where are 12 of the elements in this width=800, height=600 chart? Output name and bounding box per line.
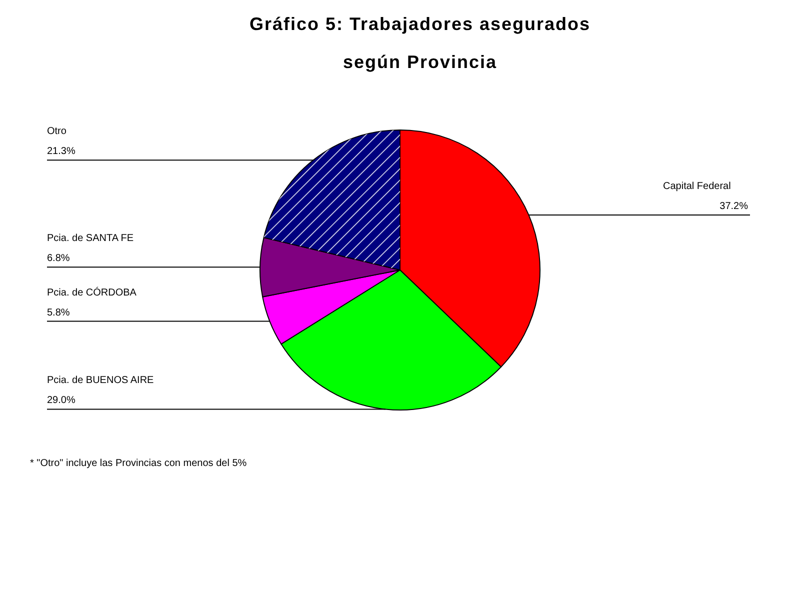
text: * "Otro" incluye las Provincias con menos del 5% xyxy=(30,458,247,469)
slice-label: Pcia. de CÓRDOBA xyxy=(47,286,137,298)
data-label: 37.2% xyxy=(720,201,748,212)
slice-label: Otro xyxy=(47,126,67,138)
data-label: 5.8% xyxy=(47,307,70,318)
slice-label: Capital Federal xyxy=(663,181,731,192)
slice-label: Pcia. de SANTA FE xyxy=(47,233,134,244)
chart-title: Gráfico 5: Trabajadores asegurados según Provincia xyxy=(249,14,591,72)
data-label: 6.8% xyxy=(47,253,70,264)
data-label: 21.3% xyxy=(47,146,76,158)
slice-label: Pcia. de BUENOS AIRE xyxy=(47,375,154,386)
data-label: 29.0% xyxy=(47,395,76,406)
